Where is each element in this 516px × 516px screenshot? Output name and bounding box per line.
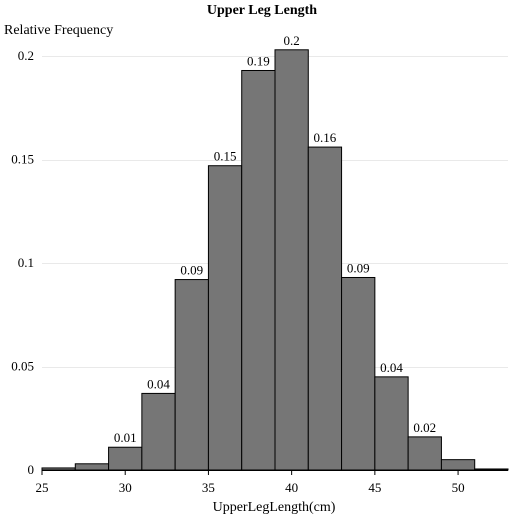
bar-value-label: 0.04 xyxy=(380,360,403,375)
histogram-bar xyxy=(474,468,509,471)
chart-title: Upper Leg Length xyxy=(207,3,317,18)
histogram-bar xyxy=(241,69,276,471)
y-tick-label: 0.1 xyxy=(18,255,34,270)
histogram-bar xyxy=(41,467,76,471)
x-tick-label: 30 xyxy=(119,480,132,495)
histogram-bar xyxy=(274,49,309,471)
y-axis-label: Relative Frequency xyxy=(4,23,113,38)
y-tick-label: 0.05 xyxy=(11,359,34,374)
x-tick-label: 25 xyxy=(36,480,49,495)
x-axis-label: UpperLegLength(cm) xyxy=(213,500,336,515)
histogram-bar xyxy=(407,436,442,471)
bar-value-label: 0.19 xyxy=(247,53,270,68)
axes: 0 0.05 0.1 0.15 0.2 25 30 35 40 45 50 xyxy=(11,48,508,495)
bar-value-label: 0.09 xyxy=(347,260,370,275)
histogram-bar xyxy=(207,165,243,471)
histogram-bar xyxy=(440,459,476,471)
histogram-bar xyxy=(74,463,110,471)
histogram-bar xyxy=(141,392,176,471)
x-tick-label: 35 xyxy=(202,480,215,495)
y-tick-label: 0 xyxy=(28,462,35,477)
bar-value-label: 0.02 xyxy=(413,420,436,435)
bar-value-label: 0.16 xyxy=(314,130,337,145)
bar-value-label: 0.15 xyxy=(214,149,237,164)
bar-value-label: 0.01 xyxy=(114,430,137,445)
x-tick-label: 45 xyxy=(368,480,381,495)
x-tick-label: 40 xyxy=(285,480,298,495)
bar-value-label: 0.09 xyxy=(180,263,203,278)
bars xyxy=(41,49,509,471)
y-tick-label: 0.2 xyxy=(18,48,34,63)
x-tick-label: 50 xyxy=(452,480,465,495)
histogram-bar xyxy=(108,446,143,471)
data-labels: 0.01 0.04 0.09 0.15 0.19 0.2 0.16 0.09 0.04 0.02 xyxy=(114,33,436,445)
bar-value-label: 0.2 xyxy=(284,33,300,48)
histogram-bar xyxy=(374,376,409,471)
histogram-bar xyxy=(174,279,209,471)
histogram-bar xyxy=(307,146,343,471)
bar-value-label: 0.04 xyxy=(147,376,170,391)
y-tick-label: 0.15 xyxy=(11,152,34,167)
histogram-bar xyxy=(341,276,376,471)
